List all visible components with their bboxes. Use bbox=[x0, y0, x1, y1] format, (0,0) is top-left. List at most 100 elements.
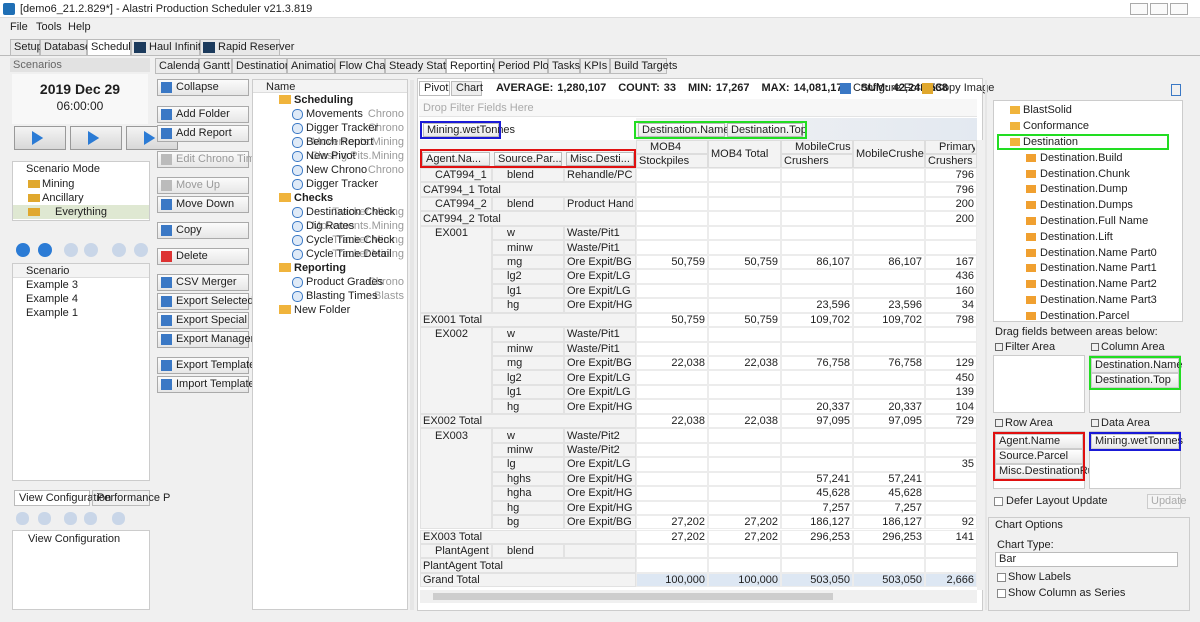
checkbox[interactable] bbox=[997, 573, 1006, 582]
value-cell bbox=[708, 443, 781, 457]
report-label[interactable]: Blasting Times bbox=[306, 289, 378, 303]
value-cell bbox=[636, 558, 708, 572]
field-item[interactable]: Destination.Name Part0 bbox=[1040, 246, 1157, 260]
value-cell bbox=[708, 501, 781, 515]
field-item[interactable]: Destination.Dump bbox=[1040, 182, 1127, 196]
field-folder[interactable]: BlastSolid bbox=[1023, 103, 1072, 117]
toolbar-button[interactable] bbox=[38, 243, 52, 257]
value-cell bbox=[853, 443, 925, 457]
highlight-destination bbox=[997, 134, 1169, 150]
button-label: Export Templates bbox=[176, 358, 261, 372]
report-label[interactable]: Digger Tracker bbox=[306, 121, 378, 135]
window-button[interactable] bbox=[1130, 3, 1148, 15]
scenario-item[interactable]: Example 1 bbox=[26, 306, 78, 320]
agent-label[interactable]: EX001 bbox=[435, 226, 468, 240]
value-cell bbox=[925, 428, 977, 442]
report-label[interactable]: Movements bbox=[306, 107, 363, 121]
top-tab-label: Schedule bbox=[91, 40, 137, 54]
toolbar-button[interactable] bbox=[64, 512, 77, 525]
tree-header: Name bbox=[266, 80, 295, 94]
value-cell bbox=[708, 370, 781, 384]
field-item[interactable]: Destination.Chunk bbox=[1040, 167, 1130, 181]
mode-item[interactable]: Ancillary bbox=[42, 191, 84, 205]
field-item[interactable]: Destination.Name Part3 bbox=[1040, 293, 1157, 307]
agent-label[interactable]: CAT994_1 bbox=[435, 168, 487, 182]
mode-item[interactable]: Mining bbox=[42, 177, 74, 191]
area-icon bbox=[1091, 343, 1099, 351]
field-item[interactable]: Destination.Lift bbox=[1040, 230, 1113, 244]
value-cell bbox=[781, 370, 853, 384]
checkbox[interactable] bbox=[994, 497, 1003, 506]
format-icon[interactable] bbox=[840, 83, 851, 94]
h-scroll-thumb[interactable] bbox=[433, 593, 833, 600]
total-label: CAT994_2 Total bbox=[423, 212, 501, 226]
toolbar-button[interactable] bbox=[112, 243, 126, 257]
field-item[interactable]: Destination.Full Name bbox=[1040, 214, 1148, 228]
report-label[interactable]: Bench Report bbox=[306, 135, 373, 149]
mode-item[interactable]: Everything bbox=[55, 205, 107, 219]
window-button[interactable] bbox=[1170, 3, 1188, 15]
toolbar-button[interactable] bbox=[16, 512, 29, 525]
menu-item[interactable]: File bbox=[10, 20, 28, 34]
total-label: EX001 Total bbox=[423, 313, 482, 327]
agent-label[interactable]: EX002 bbox=[435, 327, 468, 341]
chart-type-value: Bar bbox=[999, 552, 1016, 566]
toolbar-button[interactable] bbox=[84, 243, 98, 257]
value: 76,758 bbox=[782, 356, 850, 370]
field-list-icon[interactable] bbox=[1171, 84, 1181, 96]
row-header-label: Ore Expit/LG bbox=[567, 385, 633, 399]
toolbar-button[interactable] bbox=[84, 512, 97, 525]
menu-item[interactable]: Help bbox=[68, 20, 91, 34]
field-item[interactable]: Destination.Name Part2 bbox=[1040, 277, 1157, 291]
folder-label[interactable]: Reporting bbox=[294, 261, 346, 275]
report-label[interactable]: Digger Tracker bbox=[306, 177, 378, 191]
toolbar-button[interactable] bbox=[134, 243, 148, 257]
folder-label[interactable]: Scheduling bbox=[294, 93, 353, 107]
report-label[interactable]: Cycle Time Check bbox=[306, 233, 395, 247]
value-cell bbox=[708, 298, 781, 312]
area-label: Data Area bbox=[1101, 416, 1150, 430]
toolbar-button[interactable] bbox=[112, 512, 125, 525]
field-item[interactable]: Destination.Name Part1 bbox=[1040, 261, 1157, 275]
field-icon bbox=[1026, 201, 1036, 209]
highlight-columns bbox=[634, 121, 807, 139]
row-header-label: Ore Expit/BG bbox=[567, 515, 633, 529]
folder-icon bbox=[279, 193, 291, 202]
scenario-item[interactable]: Example 4 bbox=[26, 292, 78, 306]
value: 20,337 bbox=[782, 400, 850, 414]
field-folder[interactable]: Conformance bbox=[1023, 119, 1089, 133]
top-tab-label: Haul Infinity bbox=[149, 40, 206, 54]
window-button[interactable] bbox=[1150, 3, 1168, 15]
field-item[interactable]: Destination.Build bbox=[1040, 151, 1123, 165]
report-label[interactable]: Destination Check bbox=[306, 205, 395, 219]
field-item[interactable]: Destination.Dumps bbox=[1040, 198, 1133, 212]
checkbox[interactable] bbox=[997, 589, 1006, 598]
agent-label[interactable]: CAT994_2 bbox=[435, 197, 487, 211]
value-cell bbox=[636, 544, 708, 558]
stat-label: AVERAGE: bbox=[496, 82, 553, 94]
scenario-item[interactable]: Example 3 bbox=[26, 278, 78, 292]
report-label[interactable]: New Pivot bbox=[306, 149, 356, 163]
toolbar-button[interactable] bbox=[64, 243, 78, 257]
chart-type-select[interactable] bbox=[995, 552, 1178, 567]
report-label[interactable]: Cycle Time Detail bbox=[306, 247, 392, 261]
folder-label[interactable]: Checks bbox=[294, 191, 333, 205]
value: 27,202 bbox=[637, 515, 705, 529]
agent-label[interactable]: PlantAgent bbox=[435, 544, 489, 558]
menu-item[interactable]: Tools bbox=[36, 20, 62, 34]
folder-label[interactable]: New Folder bbox=[294, 303, 350, 317]
report-label[interactable]: Product Grades bbox=[306, 275, 383, 289]
report-label[interactable]: New Chrono bbox=[306, 163, 367, 177]
report-icon bbox=[292, 165, 303, 176]
pivot-tab-label: Pivot bbox=[424, 81, 448, 95]
agent-label[interactable]: EX003 bbox=[435, 429, 468, 443]
field-icon bbox=[1026, 154, 1036, 162]
image-icon[interactable] bbox=[922, 83, 933, 94]
value-cell bbox=[925, 342, 977, 356]
value: 7,257 bbox=[854, 501, 922, 515]
toolbar-button[interactable] bbox=[16, 243, 30, 257]
report-label[interactable]: Dig Rates bbox=[306, 219, 354, 233]
field-item[interactable]: Destination.Parcel bbox=[1040, 309, 1129, 323]
window-title: [demo6_21.2.829*] - Alastri Production S… bbox=[20, 2, 312, 16]
toolbar-button[interactable] bbox=[38, 512, 51, 525]
